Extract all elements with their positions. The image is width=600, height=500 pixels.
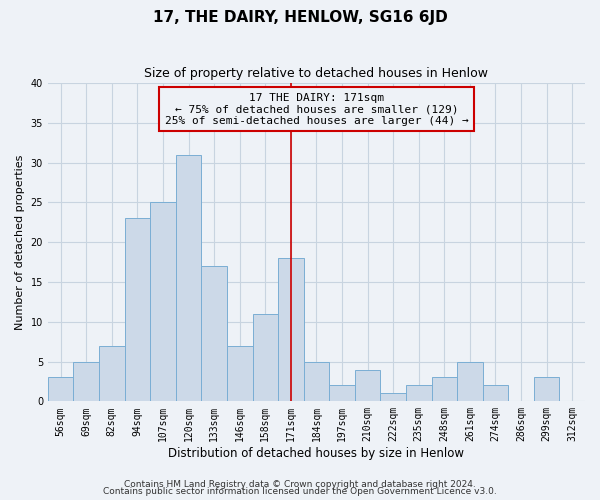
Bar bbox=[329, 386, 355, 402]
Bar bbox=[48, 378, 73, 402]
Text: Contains public sector information licensed under the Open Government Licence v3: Contains public sector information licen… bbox=[103, 487, 497, 496]
Bar bbox=[431, 378, 457, 402]
Title: Size of property relative to detached houses in Henlow: Size of property relative to detached ho… bbox=[145, 68, 488, 80]
Bar bbox=[534, 378, 559, 402]
Bar bbox=[406, 386, 431, 402]
Bar bbox=[380, 394, 406, 402]
Bar bbox=[99, 346, 125, 402]
Bar bbox=[73, 362, 99, 402]
Bar bbox=[125, 218, 150, 402]
Text: 17 THE DAIRY: 171sqm
← 75% of detached houses are smaller (129)
25% of semi-deta: 17 THE DAIRY: 171sqm ← 75% of detached h… bbox=[164, 92, 469, 126]
Bar bbox=[202, 266, 227, 402]
Bar bbox=[176, 154, 202, 402]
Bar bbox=[304, 362, 329, 402]
Text: Contains HM Land Registry data © Crown copyright and database right 2024.: Contains HM Land Registry data © Crown c… bbox=[124, 480, 476, 489]
Bar bbox=[278, 258, 304, 402]
Y-axis label: Number of detached properties: Number of detached properties bbox=[15, 154, 25, 330]
Text: 17, THE DAIRY, HENLOW, SG16 6JD: 17, THE DAIRY, HENLOW, SG16 6JD bbox=[152, 10, 448, 25]
Bar bbox=[355, 370, 380, 402]
Bar bbox=[227, 346, 253, 402]
Bar bbox=[482, 386, 508, 402]
Bar bbox=[457, 362, 482, 402]
Bar bbox=[253, 314, 278, 402]
X-axis label: Distribution of detached houses by size in Henlow: Distribution of detached houses by size … bbox=[169, 447, 464, 460]
Bar bbox=[150, 202, 176, 402]
